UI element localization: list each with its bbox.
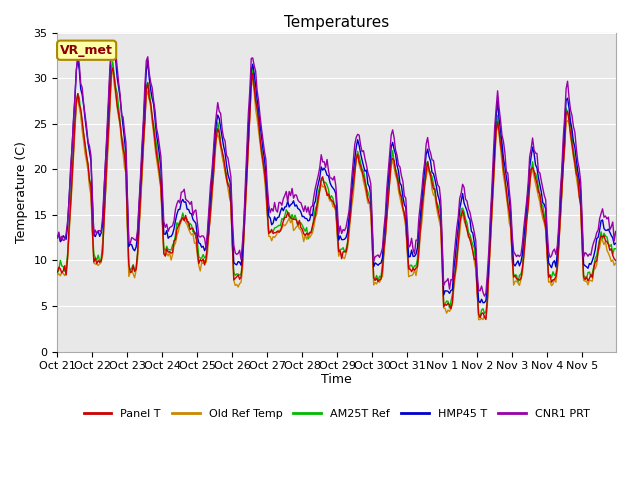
Old Ref Temp <box>611 263 618 268</box>
Line: CNR1 PRT: CNR1 PRT <box>58 42 616 296</box>
CNR1 PRT <box>538 178 545 184</box>
AM25T Ref <box>476 315 484 321</box>
Panel T <box>612 258 620 264</box>
AM25T Ref <box>453 252 461 258</box>
X-axis label: Time: Time <box>321 372 352 385</box>
AM25T Ref <box>109 59 116 65</box>
Title: Temperatures: Temperatures <box>284 15 389 30</box>
Panel T <box>538 204 545 209</box>
HMP45 T <box>612 240 620 246</box>
HMP45 T <box>109 40 116 46</box>
HMP45 T <box>538 189 545 195</box>
AM25T Ref <box>90 251 98 257</box>
Old Ref Temp <box>72 101 80 107</box>
CNR1 PRT <box>54 235 61 241</box>
HMP45 T <box>611 242 618 248</box>
Y-axis label: Temperature (C): Temperature (C) <box>15 141 28 243</box>
HMP45 T <box>72 67 80 73</box>
Panel T <box>90 259 98 264</box>
AM25T Ref <box>538 202 545 207</box>
Line: HMP45 T: HMP45 T <box>58 43 616 303</box>
HMP45 T <box>342 235 350 240</box>
Panel T <box>54 269 61 275</box>
Old Ref Temp <box>342 251 350 256</box>
HMP45 T <box>453 237 461 242</box>
AM25T Ref <box>611 246 618 252</box>
CNR1 PRT <box>109 39 116 45</box>
Old Ref Temp <box>475 317 483 323</box>
Line: Old Ref Temp: Old Ref Temp <box>58 72 616 320</box>
Old Ref Temp <box>612 260 620 266</box>
CNR1 PRT <box>90 232 98 238</box>
CNR1 PRT <box>453 225 461 230</box>
AM25T Ref <box>612 246 620 252</box>
Panel T <box>611 256 618 262</box>
Old Ref Temp <box>90 260 98 266</box>
Panel T <box>342 249 350 255</box>
CNR1 PRT <box>72 68 80 73</box>
Line: Panel T: Panel T <box>58 68 616 320</box>
CNR1 PRT <box>342 224 350 230</box>
Line: AM25T Ref: AM25T Ref <box>58 62 616 318</box>
Panel T <box>72 99 80 105</box>
CNR1 PRT <box>612 228 620 234</box>
Old Ref Temp <box>538 209 545 215</box>
Panel T <box>109 65 116 71</box>
Old Ref Temp <box>54 272 61 278</box>
AM25T Ref <box>342 247 350 252</box>
AM25T Ref <box>54 270 61 276</box>
AM25T Ref <box>72 100 80 106</box>
Old Ref Temp <box>109 69 116 75</box>
Legend: Panel T, Old Ref Temp, AM25T Ref, HMP45 T, CNR1 PRT: Panel T, Old Ref Temp, AM25T Ref, HMP45 … <box>79 405 594 424</box>
CNR1 PRT <box>481 293 488 299</box>
Panel T <box>453 256 461 262</box>
HMP45 T <box>479 300 487 306</box>
Panel T <box>482 317 490 323</box>
Text: VR_met: VR_met <box>60 44 113 57</box>
HMP45 T <box>54 234 61 240</box>
HMP45 T <box>90 232 98 238</box>
CNR1 PRT <box>611 238 618 244</box>
Old Ref Temp <box>453 263 461 268</box>
